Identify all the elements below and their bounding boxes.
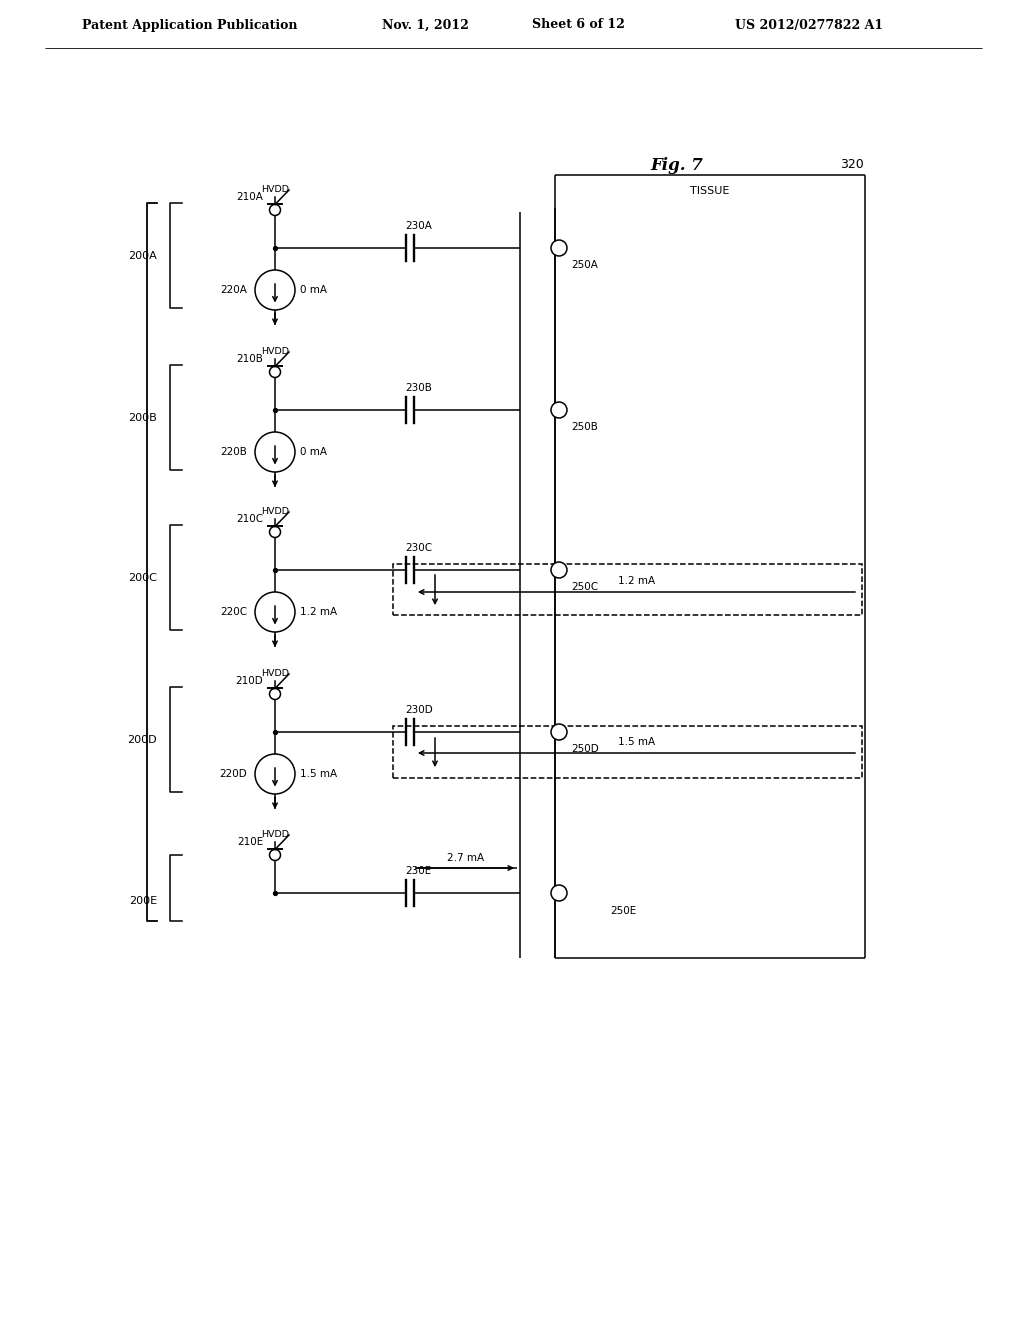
Text: 250B: 250B xyxy=(571,422,598,432)
Text: HVDD: HVDD xyxy=(261,185,289,194)
Text: Nov. 1, 2012: Nov. 1, 2012 xyxy=(382,18,469,32)
Text: 230A: 230A xyxy=(406,220,432,231)
Text: 220B: 220B xyxy=(220,447,247,457)
Text: US 2012/0277822 A1: US 2012/0277822 A1 xyxy=(735,18,883,32)
Text: 230B: 230B xyxy=(406,383,432,393)
Text: HVDD: HVDD xyxy=(261,507,289,516)
Text: 200D: 200D xyxy=(127,735,157,744)
Circle shape xyxy=(551,723,567,741)
Text: 1.2 mA: 1.2 mA xyxy=(300,607,337,616)
Text: 0 mA: 0 mA xyxy=(300,285,327,294)
Text: Fig. 7: Fig. 7 xyxy=(650,157,702,173)
Text: 200B: 200B xyxy=(128,413,157,422)
Text: 1.5 mA: 1.5 mA xyxy=(300,770,337,779)
Text: 200E: 200E xyxy=(129,896,157,906)
Bar xyxy=(393,726,862,777)
Circle shape xyxy=(551,884,567,902)
Text: 220D: 220D xyxy=(219,770,247,779)
Text: 320: 320 xyxy=(840,158,864,172)
Bar xyxy=(393,564,862,615)
Text: 220C: 220C xyxy=(220,607,247,616)
Text: 250E: 250E xyxy=(610,906,636,916)
Text: 200A: 200A xyxy=(128,251,157,261)
Text: Sheet 6 of 12: Sheet 6 of 12 xyxy=(532,18,625,32)
Text: 210E: 210E xyxy=(237,837,263,847)
Circle shape xyxy=(551,562,567,578)
Text: 250C: 250C xyxy=(571,582,598,591)
Text: 200C: 200C xyxy=(128,573,157,583)
Text: HVDD: HVDD xyxy=(261,347,289,356)
Circle shape xyxy=(551,403,567,418)
Text: 2.7 mA: 2.7 mA xyxy=(447,853,484,863)
Text: 1.5 mA: 1.5 mA xyxy=(617,737,655,747)
Text: Patent Application Publication: Patent Application Publication xyxy=(82,18,298,32)
Text: 210C: 210C xyxy=(236,513,263,524)
Text: 210D: 210D xyxy=(236,676,263,686)
Circle shape xyxy=(551,240,567,256)
Text: 250A: 250A xyxy=(571,260,598,271)
Text: TISSUE: TISSUE xyxy=(690,186,730,195)
Text: HVDD: HVDD xyxy=(261,669,289,678)
Text: 1.2 mA: 1.2 mA xyxy=(617,576,655,586)
Text: 230C: 230C xyxy=(406,543,432,553)
Text: HVDD: HVDD xyxy=(261,830,289,840)
Text: 220A: 220A xyxy=(220,285,247,294)
Text: 210A: 210A xyxy=(237,191,263,202)
Text: 0 mA: 0 mA xyxy=(300,447,327,457)
Text: 210B: 210B xyxy=(237,354,263,364)
Text: 250D: 250D xyxy=(571,744,599,754)
Text: 230E: 230E xyxy=(406,866,431,876)
Text: 230D: 230D xyxy=(406,705,433,715)
